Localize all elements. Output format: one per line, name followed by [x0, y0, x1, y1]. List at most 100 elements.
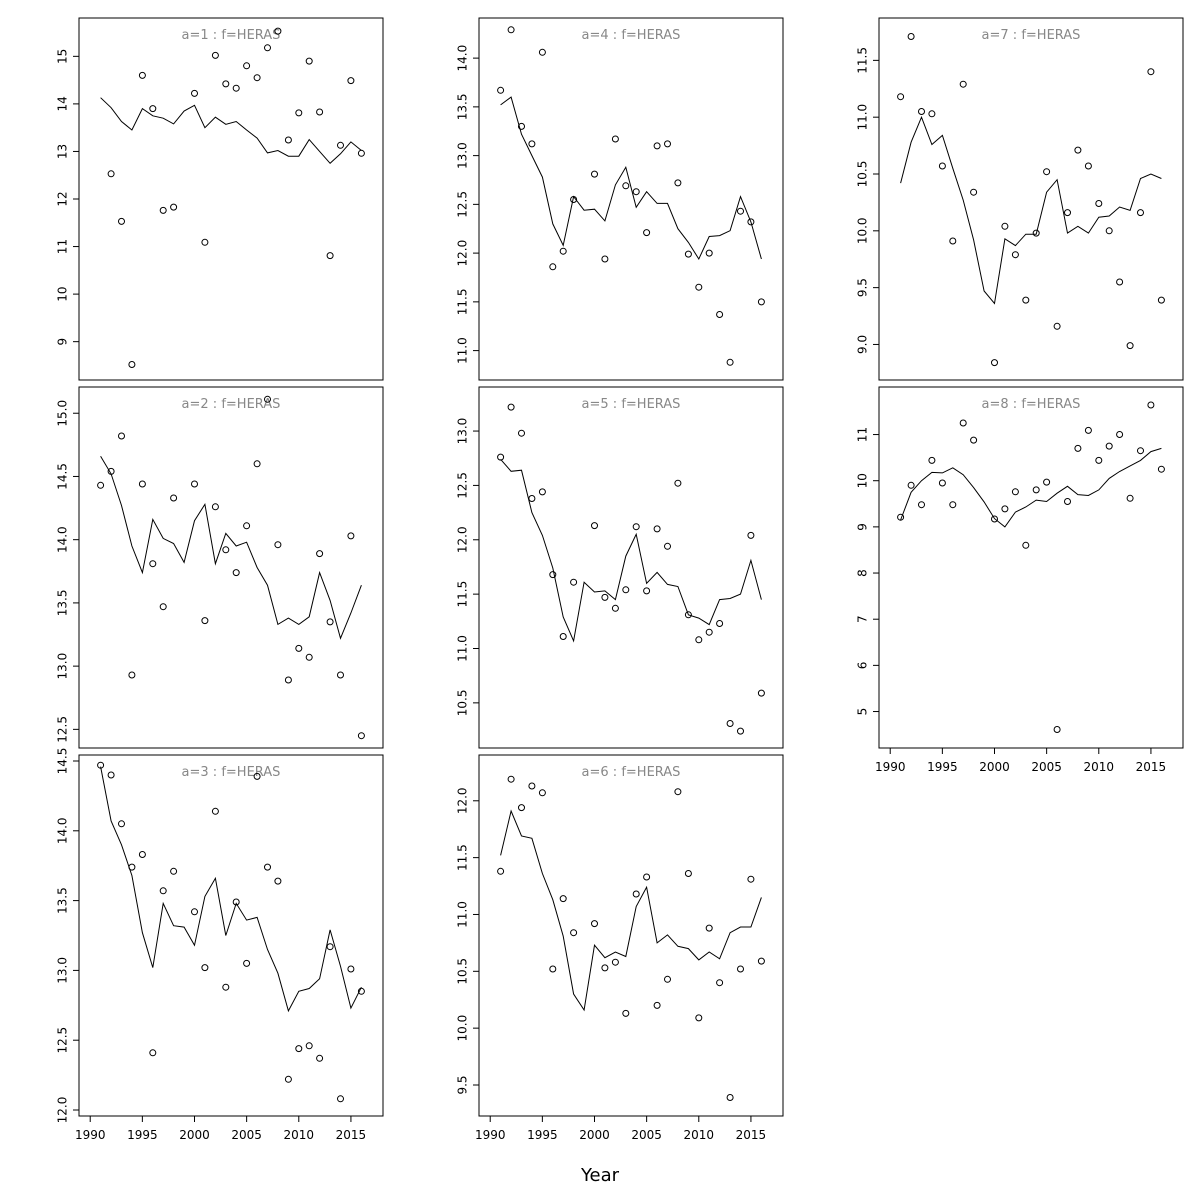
- data-point: [1105, 442, 1113, 450]
- data-point: [170, 867, 178, 875]
- data-point: [643, 587, 651, 595]
- data-point: [211, 503, 219, 511]
- y-tick-label: 10.5: [856, 161, 870, 188]
- y-tick-label: 8: [856, 569, 870, 577]
- y-tick-label: 9: [56, 338, 70, 346]
- y-tick-label: 10.0: [456, 1015, 470, 1042]
- data-point: [747, 531, 755, 539]
- data-point: [295, 1045, 303, 1053]
- data-point: [1064, 209, 1071, 217]
- y-tick-label: 14: [56, 96, 70, 111]
- y-tick-label: 13.0: [56, 653, 70, 680]
- data-point: [326, 618, 334, 626]
- panel-frame: [78, 17, 384, 381]
- y-tick-label: 12: [56, 191, 70, 206]
- data-point: [747, 875, 755, 883]
- x-tick-label: 2015: [336, 1128, 367, 1142]
- data-point: [653, 1001, 661, 1009]
- data-point: [991, 359, 998, 367]
- data-point: [284, 1075, 292, 1083]
- data-point: [559, 633, 567, 640]
- data-point: [170, 203, 178, 211]
- data-point: [1137, 447, 1144, 455]
- x-tick-label: 1995: [127, 1128, 158, 1142]
- data-point: [326, 943, 334, 951]
- data-point: [1011, 251, 1019, 259]
- data-point: [1053, 726, 1061, 733]
- data-point: [305, 1042, 313, 1050]
- data-point: [357, 149, 365, 157]
- data-point: [497, 453, 505, 461]
- y-tick-label: 12.5: [456, 191, 470, 218]
- y-tick-label: 14.0: [456, 45, 470, 72]
- data-point: [1084, 162, 1092, 170]
- data-point: [1116, 278, 1124, 286]
- data-point: [1043, 168, 1051, 176]
- data-point: [274, 877, 282, 885]
- y-tick-label: 15: [56, 49, 70, 64]
- data-point: [737, 207, 744, 215]
- data-point: [622, 1009, 630, 1017]
- y-tick-label: 11.5: [856, 47, 870, 74]
- x-tick-label: 1995: [927, 760, 958, 774]
- data-point: [128, 671, 136, 679]
- data-point: [497, 86, 505, 94]
- panel-title: a=2 : f=HERAS: [182, 397, 281, 412]
- data-point: [347, 965, 355, 973]
- data-point: [716, 311, 724, 318]
- data-point: [611, 958, 619, 966]
- x-tick-label: 1990: [875, 760, 906, 774]
- data-point: [159, 887, 167, 895]
- data-point: [591, 170, 598, 178]
- y-tick-label: 9.0: [856, 335, 870, 354]
- data-point: [1074, 146, 1082, 154]
- x-tick-label: 2010: [1084, 760, 1115, 774]
- y-tick-label: 13.0: [56, 957, 70, 984]
- data-point: [959, 419, 967, 427]
- data-point: [222, 546, 230, 554]
- panel-title: a=6 : f=HERAS: [582, 765, 681, 780]
- data-point: [528, 782, 536, 790]
- fitted-line: [900, 115, 1162, 305]
- panel-title: a=4 : f=HERAS: [582, 28, 681, 43]
- data-point: [747, 218, 755, 226]
- panels: a=1 : f=HERAS 9 10 11 12 13 14 15 a=2 : f=HERAS 1…: [56, 17, 1184, 1142]
- y-tick-label: 9.5: [456, 1075, 470, 1094]
- data-point: [1126, 342, 1134, 350]
- data-point: [1137, 209, 1144, 217]
- data-point: [118, 820, 125, 828]
- data-point: [264, 44, 271, 52]
- data-point: [705, 628, 713, 636]
- y-tick-label: 5: [856, 708, 870, 716]
- data-point: [653, 142, 661, 150]
- data-point: [695, 283, 703, 291]
- panel-title: a=1 : f=HERAS: [182, 28, 281, 43]
- data-point: [1001, 222, 1009, 230]
- data-point: [347, 532, 355, 540]
- panel-frame: [878, 386, 1184, 749]
- fitted-line: [500, 809, 762, 1012]
- panel-3: a=3 : f=HERAS 12.0 12.5 13.0 13.5 14.0 14.5 199…: [56, 748, 384, 1142]
- x-axis-label: Year: [580, 1165, 620, 1186]
- panel-8: a=8 : f=HERAS 5 6 7 8 9 10 11 1990 1995 2000 2005 20…: [856, 386, 1184, 774]
- data-point: [128, 361, 136, 368]
- data-point: [549, 571, 557, 579]
- panel-5: a=5 : f=HERAS 10.5 11.0 11.5 12.0 12.5 13.0: [456, 386, 784, 749]
- data-point: [757, 957, 765, 965]
- y-tick-label: 9.5: [856, 278, 870, 297]
- data-point: [284, 136, 292, 144]
- data-point: [107, 771, 115, 779]
- fitted-line: [100, 97, 362, 165]
- y-tick-label: 14.0: [56, 526, 70, 553]
- data-point: [347, 77, 355, 85]
- data-point: [1011, 488, 1019, 496]
- panel-title: a=7 : f=HERAS: [982, 28, 1081, 43]
- data-point: [959, 80, 967, 88]
- data-point: [1084, 426, 1092, 434]
- fitted-line: [100, 766, 362, 1013]
- data-point: [632, 188, 640, 196]
- data-point: [664, 542, 671, 550]
- data-point: [559, 895, 567, 903]
- data-point: [622, 182, 630, 190]
- data-point: [726, 720, 734, 727]
